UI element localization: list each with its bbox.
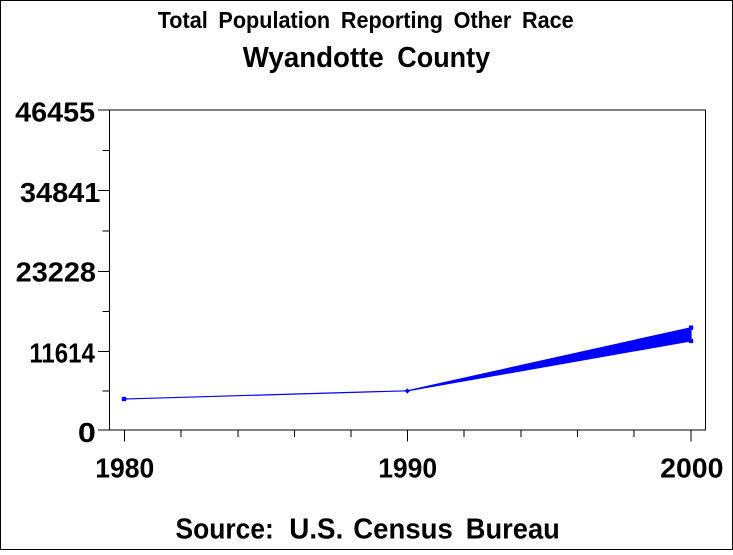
- svg-text:46455: 46455: [15, 97, 95, 128]
- svg-text:0: 0: [78, 417, 96, 448]
- svg-text:Bureau: Bureau: [466, 514, 560, 546]
- svg-text:County: County: [397, 42, 490, 74]
- svg-text:Source:: Source:: [176, 514, 274, 546]
- svg-text:U.S.: U.S.: [289, 514, 343, 546]
- svg-text:1980: 1980: [95, 453, 154, 484]
- svg-text:34841: 34841: [20, 177, 101, 208]
- svg-text:23228: 23228: [16, 257, 96, 288]
- svg-text:11614: 11614: [29, 338, 95, 369]
- svg-text:1990: 1990: [378, 453, 437, 484]
- svg-text:Total Population Reporting Oth: Total Population Reporting Other Race: [158, 7, 574, 33]
- svg-text:Census: Census: [353, 514, 453, 546]
- svg-text:Wyandotte: Wyandotte: [243, 42, 384, 74]
- svg-text:2000: 2000: [660, 453, 723, 484]
